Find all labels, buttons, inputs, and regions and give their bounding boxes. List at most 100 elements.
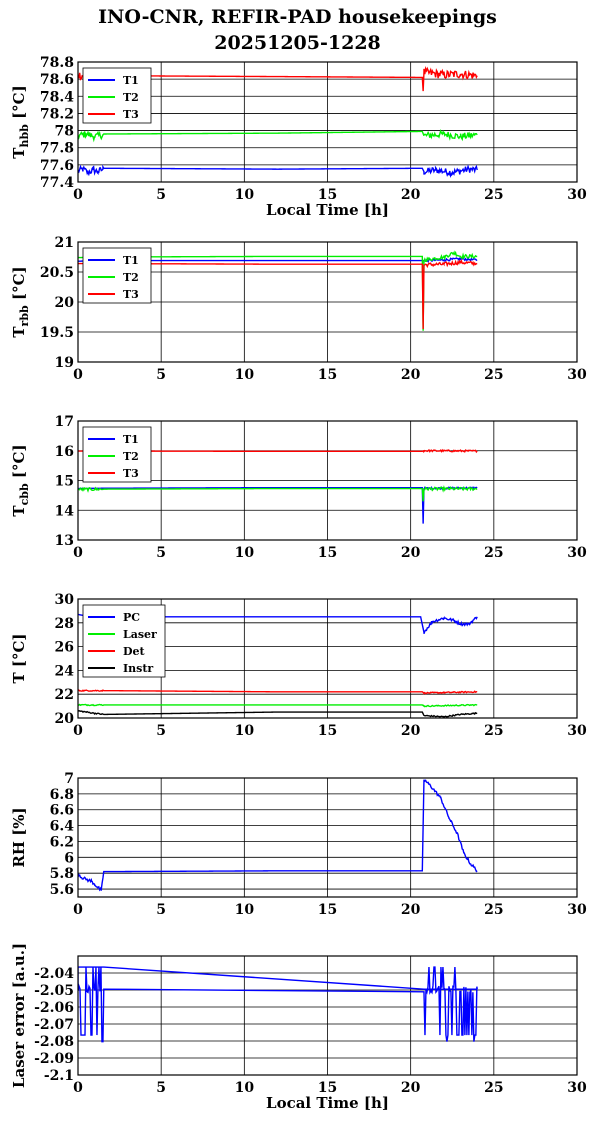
series-line-Det <box>78 689 478 695</box>
legend-label-Det: Det <box>123 645 146 658</box>
x-tick-label: 0 <box>73 1080 83 1096</box>
series-group <box>78 966 478 1043</box>
y-tick-label: 5.8 <box>50 866 74 882</box>
x-tick-label: 25 <box>484 723 503 739</box>
series-line-Laser <box>78 703 478 708</box>
y-tick-label: 77.6 <box>40 158 74 174</box>
x-tick-label: 20 <box>401 187 421 203</box>
y-tick-label: 26 <box>55 640 74 656</box>
series-line-T1 <box>78 485 478 524</box>
x-tick-label: 15 <box>318 187 337 203</box>
x-tick-label: 5 <box>156 367 166 383</box>
y-tick-label: 17 <box>55 414 74 430</box>
x-tick-label: 30 <box>567 367 587 383</box>
y-tick-label: -2.1 <box>44 1068 74 1084</box>
y-tick-label: 6.2 <box>50 834 74 850</box>
y-tick-label: 24 <box>55 663 75 679</box>
x-tick-label: 25 <box>484 545 503 561</box>
legend-label-T1: T1 <box>123 433 139 446</box>
series-line-T2 <box>78 485 478 502</box>
y-axis-label: Thbb [°C] <box>10 85 31 158</box>
x-axis-label: Local Time [h] <box>266 1094 389 1112</box>
legend-label-T3: T3 <box>123 467 139 480</box>
y-tick-label: 6.6 <box>50 803 74 819</box>
y-tick-label: 15 <box>55 474 74 490</box>
legend-label-T2: T2 <box>123 91 139 104</box>
x-tick-label: 10 <box>235 723 255 739</box>
y-tick-label: 78.2 <box>40 106 74 122</box>
x-tick-label: 20 <box>401 902 421 918</box>
x-tick-label: 30 <box>567 902 587 918</box>
x-tick-label: 20 <box>401 723 421 739</box>
x-tick-label: 5 <box>156 902 166 918</box>
y-tick-label: 20 <box>55 295 75 311</box>
y-tick-label: -2.04 <box>34 966 74 982</box>
chart-panel-1: 0 5 10 15 20 25 30 77.477.677.878 78.278.478.678… <box>10 55 587 219</box>
x-tick-label: 15 <box>318 1080 337 1096</box>
y-tick-label: 78 <box>55 124 74 140</box>
y-tick-label: 16 <box>55 444 74 460</box>
x-tick-label: 25 <box>484 187 503 203</box>
series-line-error <box>78 966 478 1043</box>
chart-panel-3: 0 5 10 15 20 25 30 13 14 15 16 17 Tcbb [°C] T1 T2 T3 <box>10 414 587 561</box>
chart-panel-6: 0 5 10 15 20 25 30-2.1-2.09-2.08-2.07-2.06-2.0… <box>10 943 587 1112</box>
x-tick-label: 0 <box>73 723 83 739</box>
y-axis-label: Laser error [a.u.] <box>10 943 28 1088</box>
legend-label-Laser: Laser <box>123 628 157 641</box>
y-tick-label: 14 <box>55 503 75 519</box>
legend-label-T2: T2 <box>123 450 139 463</box>
y-tick-label: 77.8 <box>40 141 74 157</box>
x-tick-label: 10 <box>235 545 255 561</box>
x-tick-label: 5 <box>156 1080 166 1096</box>
legend-label-T3: T3 <box>123 288 139 301</box>
x-tick-label: 5 <box>156 187 166 203</box>
x-tick-label: 10 <box>235 902 255 918</box>
y-tick-label: 21 <box>55 235 74 251</box>
legend-label-T3: T3 <box>123 108 139 121</box>
y-tick-label: 7 <box>64 771 74 787</box>
y-tick-label: -2.06 <box>34 1000 74 1016</box>
series-group <box>78 779 478 892</box>
series-line-T1 <box>78 164 478 179</box>
y-tick-label: -2.08 <box>34 1034 74 1050</box>
x-axis-label: Local Time [h] <box>266 201 389 219</box>
y-tick-label: 30 <box>55 592 75 608</box>
chart-title-line2: 20251205-1228 <box>214 32 381 54</box>
x-tick-label: 0 <box>73 367 83 383</box>
y-tick-label: -2.07 <box>34 1017 74 1033</box>
x-tick-label: 15 <box>318 367 337 383</box>
y-axis-label: Trbb [°C] <box>10 266 31 337</box>
y-tick-label: 28 <box>55 616 74 632</box>
y-tick-label: 77.4 <box>40 175 74 191</box>
x-tick-label: 5 <box>156 545 166 561</box>
x-tick-label: 0 <box>73 545 83 561</box>
plot-frame <box>77 955 578 1076</box>
y-tick-label: 6.8 <box>50 787 74 803</box>
y-axis-label: Tcbb [°C] <box>10 444 31 516</box>
series-line-error-trend <box>78 966 478 990</box>
chart-panel-4: 0 5 10 15 20 25 30 20 22 24 26 28 30 T [°C] PC Laser Det… <box>10 592 587 739</box>
y-tick-label: 5.6 <box>50 882 74 898</box>
y-tick-label: 6 <box>64 850 74 866</box>
plot-frame <box>77 420 578 541</box>
x-tick-label: 30 <box>567 187 587 203</box>
chart-panel-5: 0 5 10 15 20 25 30 5.65.866.26.46.66.87 RH [%] <box>10 771 587 918</box>
x-tick-label: 0 <box>73 902 83 918</box>
x-tick-label: 5 <box>156 723 166 739</box>
x-tick-label: 10 <box>235 367 255 383</box>
y-tick-label: 6.4 <box>50 819 75 835</box>
plot-frame <box>77 241 578 363</box>
legend-label-T2: T2 <box>123 271 139 284</box>
x-tick-label: 10 <box>235 187 255 203</box>
x-tick-label: 15 <box>318 723 337 739</box>
x-tick-label: 15 <box>318 902 337 918</box>
y-axis-label: RH [%] <box>10 807 28 867</box>
y-tick-label: 78.8 <box>40 55 74 71</box>
series-line-RH <box>78 779 478 892</box>
y-axis-label: T [°C] <box>10 633 28 683</box>
legend-label-PC: PC <box>123 611 140 624</box>
x-tick-label: 30 <box>567 723 587 739</box>
y-tick-label: 78.4 <box>40 89 74 105</box>
y-tick-label: 20.5 <box>40 265 74 281</box>
chart-panel-2: 0 5 10 15 20 25 30 19 19.5 20 20.5 21 Trbb [°C] T1 T2 T… <box>10 235 587 383</box>
